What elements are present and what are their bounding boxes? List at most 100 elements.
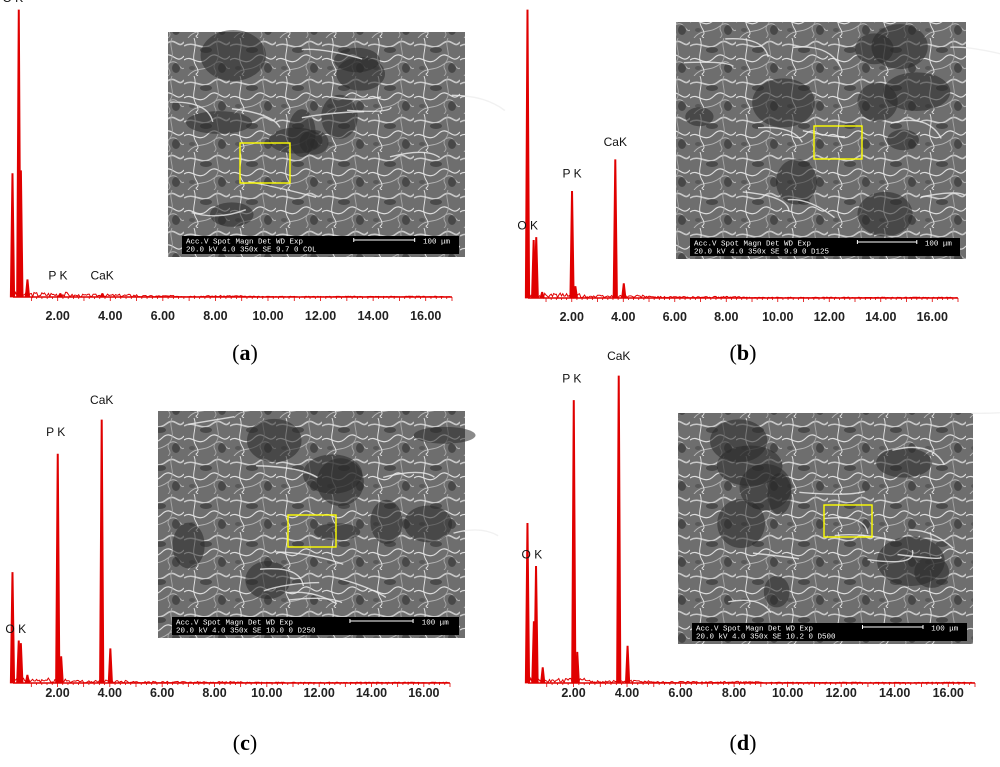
spectrum-background bbox=[527, 676, 974, 684]
x-tick-label: 10.00 bbox=[251, 686, 282, 700]
spectrum-peak bbox=[616, 375, 622, 684]
sem-fiber bbox=[347, 106, 392, 113]
sem-pore bbox=[186, 111, 253, 134]
sem-fiber bbox=[339, 578, 387, 598]
sem-fiber bbox=[725, 37, 769, 58]
sem-pore bbox=[887, 129, 919, 151]
sem-fiber bbox=[787, 198, 835, 219]
x-tick-label: 6.00 bbox=[150, 686, 174, 700]
x-tick-label: 8.00 bbox=[722, 686, 746, 700]
x-tick-label: 6.00 bbox=[663, 310, 687, 324]
sem-pore bbox=[752, 78, 815, 128]
sem-fiber bbox=[260, 568, 305, 587]
sem-fiber bbox=[834, 534, 896, 542]
x-tick-label: 16.00 bbox=[408, 686, 439, 700]
spectrum-peak bbox=[107, 648, 113, 684]
sem-pore bbox=[321, 94, 358, 139]
peak-label-cak: CaK bbox=[607, 349, 630, 363]
sem-fiber bbox=[793, 46, 841, 67]
x-tick-label: 14.00 bbox=[356, 686, 387, 700]
spectrum-peak bbox=[621, 283, 627, 299]
sem-fiber bbox=[451, 94, 506, 112]
sem-fiber bbox=[890, 119, 942, 139]
sem-fiber bbox=[802, 129, 845, 138]
x-tick-label: 16.00 bbox=[933, 686, 964, 700]
sem-fiber bbox=[728, 599, 772, 614]
sem-fiber bbox=[683, 61, 734, 67]
sem-fiber bbox=[799, 490, 865, 495]
sem-pore bbox=[914, 556, 950, 588]
sem-fiber bbox=[867, 549, 914, 563]
spectrum-peak bbox=[9, 173, 16, 298]
sem-pore bbox=[246, 418, 302, 463]
sem-pore bbox=[404, 505, 453, 543]
x-tick-label: 12.00 bbox=[826, 686, 857, 700]
sem-pore bbox=[857, 191, 913, 237]
sem-pore bbox=[200, 30, 266, 81]
sem-fiber bbox=[824, 517, 869, 534]
spectrum-peak bbox=[524, 9, 531, 299]
spectrum-peak bbox=[24, 279, 31, 298]
scale-bar-label: 100 μm bbox=[422, 620, 450, 628]
x-tick-label: 8.00 bbox=[202, 686, 226, 700]
sem-fiber bbox=[191, 209, 247, 217]
sem-info-line2: 20.0 kV 4.0 350x SE 9.7 0 COL bbox=[186, 247, 317, 255]
sem-pore bbox=[370, 499, 403, 544]
x-tick-label: 16.00 bbox=[917, 310, 948, 324]
peak-label-cak: CaK bbox=[90, 269, 113, 283]
sem-pore bbox=[268, 127, 323, 154]
spectrum-peak bbox=[569, 191, 575, 299]
peak-label-ok: O K bbox=[5, 622, 26, 636]
spectrum-peak bbox=[612, 159, 618, 299]
spectrum-peak bbox=[24, 674, 31, 684]
x-tick-label: 2.00 bbox=[561, 686, 585, 700]
sem-pore bbox=[717, 499, 766, 549]
spectrum-background bbox=[12, 290, 451, 299]
sem-fiber bbox=[231, 108, 281, 128]
analysis-area-box bbox=[813, 125, 863, 160]
sem-pore bbox=[871, 24, 928, 70]
spectrum-peak bbox=[99, 419, 105, 684]
sem-pore bbox=[413, 426, 476, 444]
sem-fiber bbox=[453, 529, 499, 537]
sem-fiber bbox=[288, 597, 343, 604]
sem-info-line1: Acc.V Spot Magn Det WD Exp bbox=[176, 620, 293, 628]
scale-bar-label: 100 μm bbox=[423, 239, 451, 247]
peak-label-ok: O K bbox=[517, 219, 538, 233]
sem-pore bbox=[313, 523, 361, 541]
sem-fiber bbox=[301, 110, 365, 119]
sem-fiber bbox=[330, 95, 382, 100]
sem-info-line1: Acc.V Spot Magn Det WD Exp bbox=[694, 241, 811, 249]
x-tick-label: 10.00 bbox=[762, 310, 793, 324]
panel-letter-d: (d) bbox=[730, 730, 757, 755]
sem-fiber bbox=[170, 101, 214, 123]
x-tick-label: 4.00 bbox=[98, 686, 122, 700]
sem-fiber bbox=[908, 529, 954, 549]
sem-pore bbox=[716, 445, 783, 486]
sem-fiber bbox=[286, 591, 338, 605]
spectrum-peak bbox=[533, 565, 539, 684]
x-tick-label: 4.00 bbox=[611, 310, 635, 324]
x-tick-label: 14.00 bbox=[865, 310, 896, 324]
sem-fiber bbox=[892, 446, 945, 465]
x-tick-label: 16.00 bbox=[410, 309, 441, 323]
analysis-area-box bbox=[287, 514, 337, 548]
analysis-area-box bbox=[823, 504, 873, 538]
peak-label-pk: P K bbox=[46, 425, 65, 439]
x-tick-label: 2.00 bbox=[46, 309, 70, 323]
peak-label-cak: CaK bbox=[90, 393, 113, 407]
peak-label-pk: P K bbox=[48, 269, 67, 283]
x-tick-label: 8.00 bbox=[203, 309, 227, 323]
x-tick-label: 2.00 bbox=[560, 310, 584, 324]
x-tick-label: 4.00 bbox=[615, 686, 639, 700]
panel-letter-a: (a) bbox=[232, 340, 258, 365]
spectrum-background bbox=[527, 292, 957, 300]
x-tick-label: 8.00 bbox=[714, 310, 738, 324]
sem-fiber bbox=[263, 581, 320, 592]
spectrum-peak bbox=[571, 400, 577, 684]
scale-bar-label: 100 μm bbox=[931, 626, 959, 634]
